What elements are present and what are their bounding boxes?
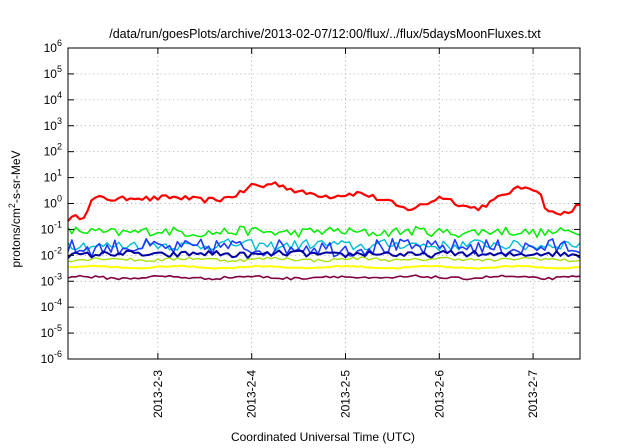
y-tick-label: 101 xyxy=(44,168,62,185)
y-tick-label-exp: -1 xyxy=(54,219,62,229)
y-tick-label-exp: 4 xyxy=(57,90,62,100)
y-tick-label-base: 10 xyxy=(44,67,58,81)
x-axis-label: Coordinated Universal Time (UTC) xyxy=(231,430,415,444)
y-tick-label: 104 xyxy=(44,90,62,107)
y-tick-label: 105 xyxy=(44,64,62,81)
y-axis-ticks: 10-610-510-410-310-210-11001011021031041… xyxy=(41,38,580,366)
y-tick-label: 10-3 xyxy=(41,271,62,288)
y-tick-label: 10-5 xyxy=(41,323,62,340)
y-tick-label-exp: 5 xyxy=(57,64,62,74)
y-axis-label-rest: -s-sr-MeV xyxy=(9,150,23,203)
y-tick-label-base: 10 xyxy=(44,145,58,159)
y-tick-label: 103 xyxy=(44,116,62,133)
grid-lines xyxy=(68,48,580,359)
y-tick-label-base: 10 xyxy=(41,222,55,236)
x-tick-label: 2013-2-5 xyxy=(338,370,352,418)
y-tick-label-base: 10 xyxy=(41,274,55,288)
y-tick-label-base: 10 xyxy=(41,352,55,366)
y-tick-label-base: 10 xyxy=(41,326,55,340)
series-line xyxy=(67,256,581,263)
chart-title: /data/run/goesPlots/archive/2013-02-07/1… xyxy=(109,27,541,41)
y-tick-label: 10-4 xyxy=(41,297,62,314)
series-line xyxy=(67,238,581,252)
y-tick-label-exp: -5 xyxy=(54,323,62,333)
y-tick-label: 10-2 xyxy=(41,245,62,262)
series-line xyxy=(67,264,581,270)
y-tick-label-base: 10 xyxy=(44,197,58,211)
x-axis-ticks: 2013-2-3 2013-2-4 2013-2-5 2013-2-6 2013-2-7 xyxy=(151,48,540,418)
series-line xyxy=(67,249,581,260)
x-tick-label: 2013-2-4 xyxy=(245,370,259,418)
y-axis-label-sup: 2 xyxy=(7,203,17,208)
x-tick-label: 2013-2-3 xyxy=(151,370,165,418)
y-tick-label: 10-1 xyxy=(41,219,62,236)
series-line xyxy=(67,181,581,222)
series-layer xyxy=(67,181,581,281)
y-tick-label-exp: -3 xyxy=(54,271,62,281)
y-tick-label-base: 10 xyxy=(44,93,58,107)
y-tick-label-exp: 0 xyxy=(57,194,62,204)
y-tick-label-exp: 2 xyxy=(57,142,62,152)
y-tick-label-base: 10 xyxy=(44,119,58,133)
y-tick-label-exp: -2 xyxy=(54,245,62,255)
y-tick-label-exp: -4 xyxy=(54,297,62,307)
y-tick-label-base: 10 xyxy=(44,171,58,185)
series-line xyxy=(67,225,581,239)
y-tick-label-base: 10 xyxy=(41,300,55,314)
y-tick-label-exp: -6 xyxy=(54,349,62,359)
series-line xyxy=(67,274,581,281)
y-tick-label: 10-6 xyxy=(41,349,62,366)
series-line xyxy=(67,238,581,258)
y-tick-label: 100 xyxy=(44,194,62,211)
y-tick-label-exp: 3 xyxy=(57,116,62,126)
y-tick-label-base: 10 xyxy=(41,248,55,262)
x-tick-label: 2013-2-7 xyxy=(526,370,540,418)
x-tick-label: 2013-2-6 xyxy=(432,370,446,418)
y-tick-label-exp: 6 xyxy=(57,38,62,48)
y-tick-label: 102 xyxy=(44,142,62,159)
y-axis-label: protons/cm2-s-sr-MeV xyxy=(7,150,23,267)
y-tick-label-base: 10 xyxy=(44,41,58,55)
y-tick-label: 106 xyxy=(44,38,62,55)
y-tick-label-exp: 1 xyxy=(57,168,62,178)
y-axis-label-base: protons/cm xyxy=(9,208,23,267)
